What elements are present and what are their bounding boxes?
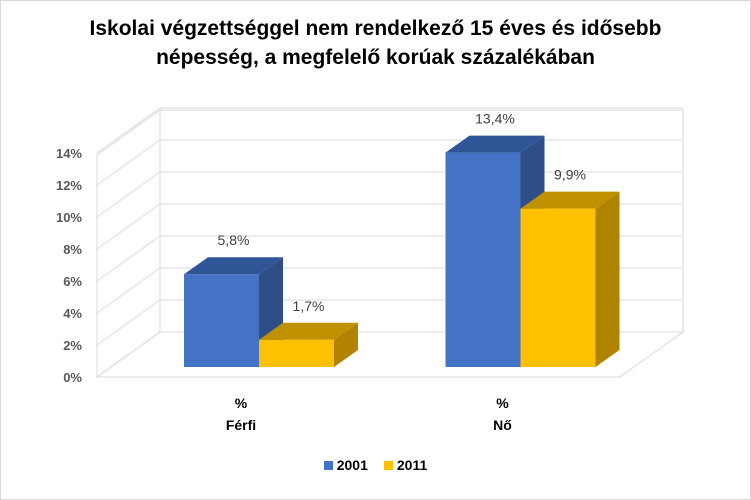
bar-top-2001-nő: [445, 135, 545, 153]
floor: [95, 331, 685, 378]
category-name-férfi: Férfi: [226, 417, 256, 433]
gridline-side: [96, 235, 161, 282]
chart-walls: [95, 109, 685, 378]
bar-top-2011-férfi: [259, 322, 358, 340]
gridline-side: [96, 299, 161, 346]
y-tick-label: 6%: [63, 274, 82, 289]
y-tick-label: 8%: [63, 242, 82, 257]
data-labels: 5,8% 1,7% 13,4% 9,9%: [218, 111, 586, 314]
gridline-side: [96, 107, 161, 154]
legend-label-2001: 2001: [336, 457, 368, 473]
bar-top-2011-nő: [520, 191, 620, 209]
category-name-nő: Nő: [493, 417, 512, 433]
y-axis-ticks: 0% 2% 4% 6% 8% 10% 12% 14%: [56, 146, 82, 385]
y-tick-label: 10%: [56, 210, 82, 225]
bar-2011-nő: [520, 208, 596, 367]
category-labels: % Férfi% Nő: [226, 395, 512, 433]
bar-side-2011-férfi: [334, 322, 358, 367]
legend-swatch-2001: [323, 460, 333, 470]
legend-swatch-2011: [383, 460, 393, 470]
y-tick-label: 14%: [56, 146, 82, 161]
legend-item-2011: 2011: [383, 457, 428, 473]
chart-title-line-1: Iskolai végzettséggel nem rendelkező 15 …: [89, 17, 662, 40]
chart-title: Iskolai végzettséggel nem rendelkező 15 …: [0, 14, 751, 72]
y-tick-label: 4%: [63, 306, 82, 321]
y-tick-label: 0%: [63, 370, 82, 385]
bar-2001-nő: [445, 152, 521, 367]
category-unit-nő: %: [496, 395, 509, 411]
legend: 2001 2011: [0, 457, 751, 473]
legend-item-2001: 2001: [323, 457, 368, 473]
data-label-2001-férfi: 5,8%: [218, 232, 250, 248]
data-label-2001-nő: 13,4%: [475, 111, 515, 127]
bar-top-2001-férfi: [184, 257, 283, 275]
y-tick-label: 2%: [63, 338, 82, 353]
category-unit-férfi: %: [235, 395, 248, 411]
gridline-side: [96, 267, 161, 314]
y-tick-label: 12%: [56, 178, 82, 193]
bars: [184, 135, 620, 367]
data-label-2011-férfi: 1,7%: [293, 298, 325, 314]
legend-label-2011: 2011: [396, 457, 428, 473]
gridline-side: [96, 203, 161, 250]
bar-2011-férfi: [259, 339, 334, 367]
gridline-side: [96, 171, 161, 218]
gridline-side: [96, 139, 161, 186]
chart-title-line-2: népesség, a megfelelő korúak százalékába…: [156, 46, 595, 69]
bar-2001-férfi: [184, 274, 259, 367]
data-label-2011-nő: 9,9%: [554, 167, 586, 183]
bar-side-2011-nő: [595, 191, 620, 367]
side-wall: [96, 109, 161, 378]
